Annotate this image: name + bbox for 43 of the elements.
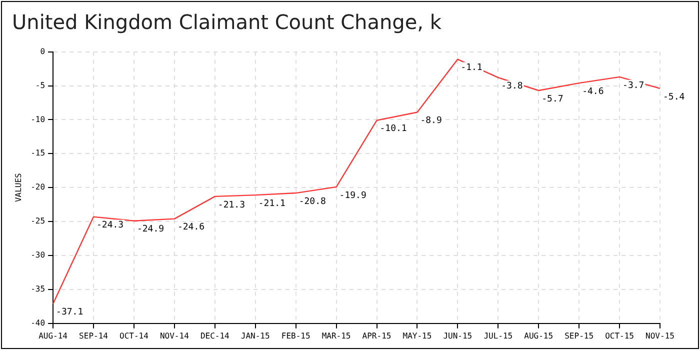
- y-axis-title: VALUES: [14, 172, 23, 202]
- y-tick-label: 0: [40, 46, 46, 56]
- data-label: -5.4: [662, 92, 685, 102]
- data-label: -24.6: [177, 222, 205, 233]
- chart-title: United Kingdom Claimant Count Change, k: [12, 10, 442, 34]
- y-tick-label: -40: [30, 318, 46, 328]
- x-tick-label: NOV-15: [646, 331, 675, 340]
- x-tick-label: AUG-14: [38, 331, 68, 340]
- y-tick-label: -25: [30, 216, 46, 226]
- data-label: -24.9: [136, 224, 164, 235]
- x-tick-label: MAY-15: [402, 331, 432, 340]
- x-tick-label: OCT-15: [605, 331, 634, 340]
- data-label: -20.8: [298, 196, 326, 207]
- x-tick-label: NOV-14: [160, 331, 190, 340]
- data-label: -4.6: [582, 86, 604, 97]
- x-tick-label: SEP-14: [79, 331, 108, 340]
- x-tick-label: MAR-15: [322, 331, 351, 340]
- x-tick-label: AUG-15: [524, 331, 554, 340]
- y-tick-label: -10: [30, 114, 46, 124]
- x-tick-label: OCT-14: [120, 331, 149, 340]
- x-tick-label: JUN-15: [443, 331, 472, 340]
- data-label: -5.7: [542, 94, 564, 104]
- y-tick-label: -35: [30, 284, 46, 294]
- x-tick-label: DEC-14: [200, 331, 230, 340]
- x-tick-label: SEP-15: [564, 331, 594, 340]
- data-label: -1.1: [460, 63, 482, 74]
- x-tick-label: FEB-15: [281, 331, 310, 340]
- data-label: -21.1: [258, 198, 286, 209]
- data-label: -3.8: [501, 81, 523, 92]
- y-tick-label: -20: [30, 182, 46, 192]
- y-tick-label: -30: [30, 250, 46, 260]
- y-tick-label: -15: [30, 148, 46, 158]
- data-label: -10.1: [380, 124, 407, 134]
- data-label: -37.1: [56, 308, 84, 318]
- x-tick-label: JAN-15: [240, 331, 270, 340]
- data-label: -8.9: [420, 116, 442, 126]
- data-label: -3.7: [622, 80, 644, 91]
- data-label: -24.3: [96, 220, 124, 231]
- x-tick-label: APR-15: [362, 331, 392, 340]
- data-label: -19.9: [339, 190, 366, 201]
- y-tick-label: -5: [35, 80, 46, 90]
- x-tick-label: JUL-15: [484, 331, 513, 340]
- data-label: -21.3: [218, 200, 245, 210]
